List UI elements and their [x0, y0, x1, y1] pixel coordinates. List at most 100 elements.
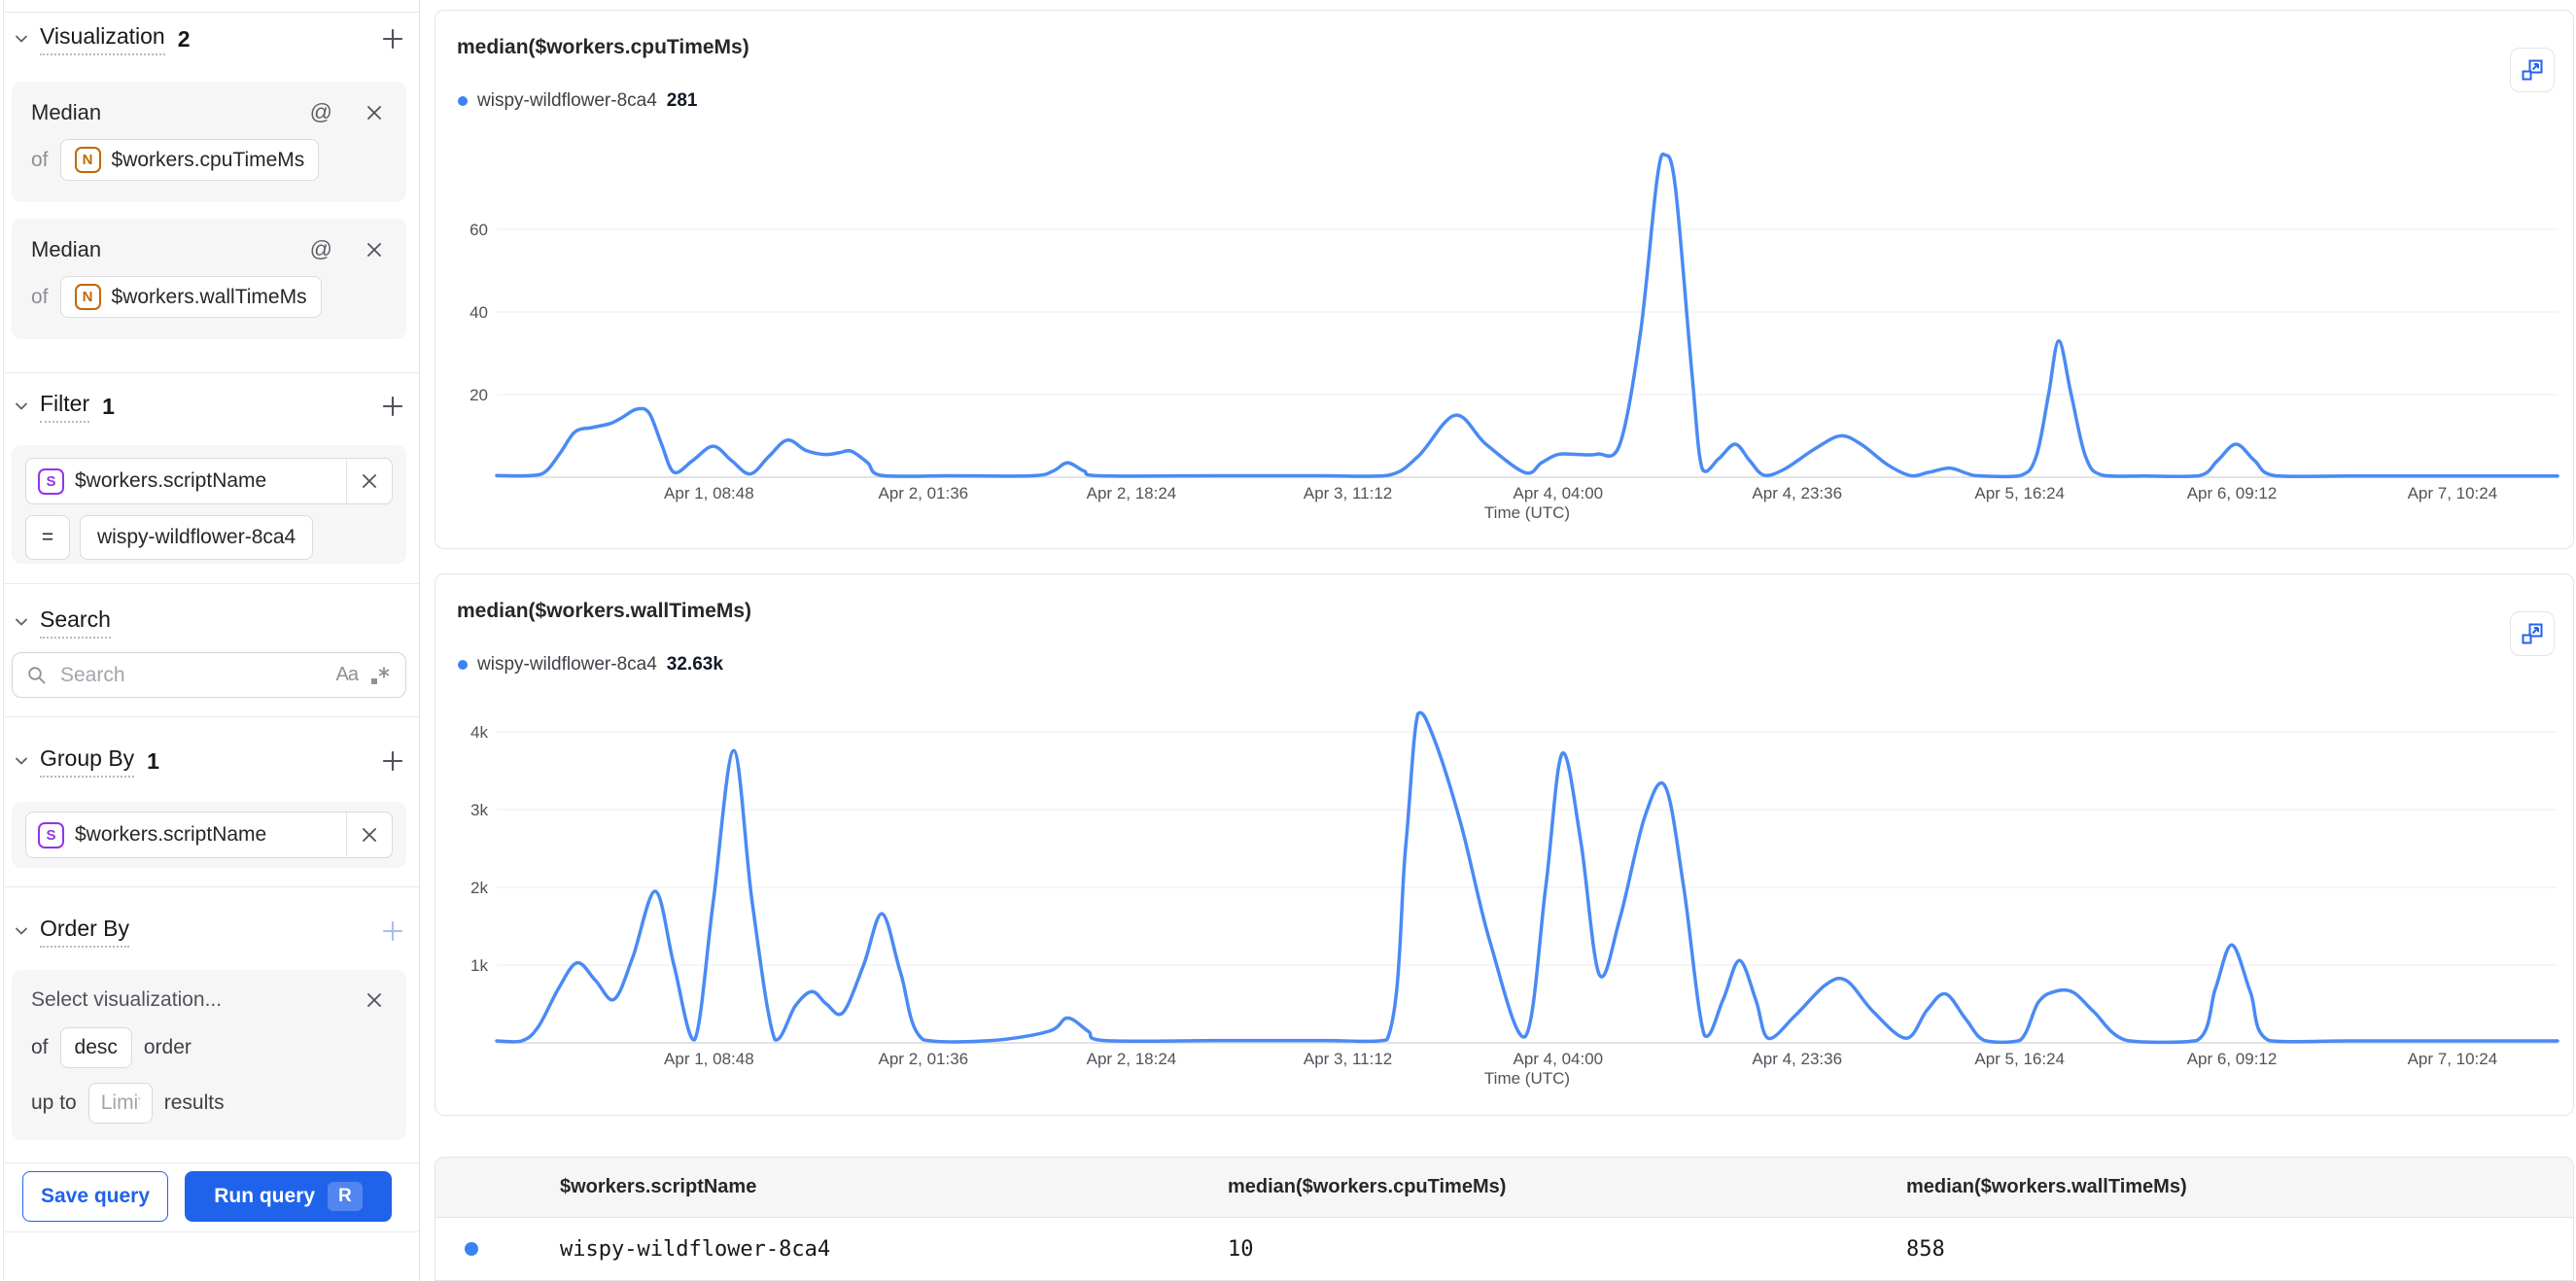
chevron-down-icon[interactable] [12, 751, 31, 771]
wall-time-chart[interactable]: 1k 2k 3k 4k Apr 1, 08:48 Apr 2, 01:36 Apr 2, 1… [435, 574, 2573, 1115]
metric-function-label[interactable]: Median [31, 99, 102, 124]
at-icon[interactable]: @ [309, 236, 332, 261]
filter-field-box: S $workers.scriptName [25, 458, 393, 504]
numeric-type-icon: N [74, 147, 101, 173]
filter-value-select[interactable]: wispy-wildflower-8ca4 [80, 515, 314, 560]
svg-text:Apr 4, 23:36: Apr 4, 23:36 [1752, 1050, 1842, 1068]
svg-text:Apr 2, 18:24: Apr 2, 18:24 [1087, 1050, 1177, 1068]
filter-section-label[interactable]: Filter [40, 391, 90, 423]
filter-field-chip[interactable]: S $workers.scriptName [26, 459, 346, 503]
at-icon[interactable]: @ [309, 99, 332, 124]
cpu-time-chart[interactable]: 20 40 60 Apr 1, 08:48 Apr 2, 01:36 Apr 2, 18:… [435, 11, 2573, 548]
expand-chart-button[interactable] [2510, 611, 2555, 656]
svg-text:Time (UTC): Time (UTC) [1484, 503, 1570, 522]
order-direction-select[interactable]: desc [59, 1027, 132, 1068]
table-header-row: $workers.scriptName median($workers.cpuT… [435, 1158, 2573, 1218]
close-icon [367, 993, 381, 1007]
add-group-by-button[interactable] [378, 746, 407, 776]
order-by-visualization-select[interactable]: Select visualization... [31, 988, 223, 1011]
series-name: wispy-wildflower-8ca4 [477, 90, 657, 111]
query-actions: Save query Run query R [22, 1171, 392, 1222]
filter-section-header: Filter 1 [12, 387, 407, 426]
svg-text:Apr 4, 23:36: Apr 4, 23:36 [1752, 484, 1842, 502]
svg-text:4k: 4k [470, 723, 488, 742]
svg-text:Apr 6, 09:12: Apr 6, 09:12 [2187, 1050, 2278, 1068]
series-color-dot [458, 660, 468, 670]
visualization-section-header: Visualization 2 [12, 19, 407, 58]
query-builder-sidebar: Visualization 2 Median @ of N $worke [0, 0, 420, 1281]
up-to-label: up to [31, 1091, 77, 1114]
group-by-card: S $workers.scriptName [12, 802, 406, 868]
svg-text:Apr 6, 09:12: Apr 6, 09:12 [2187, 484, 2278, 502]
series-value: 281 [666, 90, 698, 111]
of-label: of [31, 1036, 49, 1058]
chevron-down-icon[interactable] [12, 29, 31, 49]
order-by-section-label[interactable]: Order By [40, 916, 130, 948]
column-header-wall-median[interactable]: median($workers.wallTimeMs) [1906, 1176, 2187, 1197]
group-by-count: 1 [147, 747, 159, 774]
group-by-section-label[interactable]: Group By [40, 745, 135, 778]
chevron-down-icon[interactable] [12, 921, 31, 941]
divider [3, 886, 419, 887]
group-by-section-header: Group By 1 [12, 742, 407, 780]
metric-function-label[interactable]: Median [31, 236, 102, 261]
cell-wall-median: 858 [1906, 1236, 1945, 1262]
search-section-header: Search [12, 603, 407, 641]
chart-title: median($workers.cpuTimeMs) [457, 36, 749, 58]
remove-group-by-button[interactable] [346, 813, 392, 857]
chevron-down-icon[interactable] [12, 612, 31, 632]
svg-text:Apr 1, 08:48: Apr 1, 08:48 [664, 484, 754, 502]
legend-item[interactable]: wispy-wildflower-8ca4 32.63k [458, 654, 723, 675]
column-header-script-name[interactable]: $workers.scriptName [560, 1176, 757, 1197]
remove-order-by-button[interactable] [362, 987, 387, 1013]
svg-text:Apr 7, 10:24: Apr 7, 10:24 [2408, 1050, 2498, 1068]
window-edge-line [3, 0, 4, 1281]
svg-text:Apr 1, 08:48: Apr 1, 08:48 [664, 1050, 754, 1068]
regex-toggle-icon[interactable] [368, 664, 392, 687]
filter-operator-select[interactable]: = [25, 515, 70, 560]
divider [3, 1231, 419, 1232]
search-section-label[interactable]: Search [40, 606, 111, 639]
filter-count: 1 [102, 393, 115, 419]
order-suffix-label: order [143, 1036, 191, 1058]
metric-card-cpu: Median @ of N $workers.cpuTimeMs [12, 82, 406, 202]
limit-input[interactable] [87, 1083, 153, 1124]
svg-text:Apr 7, 10:24: Apr 7, 10:24 [2408, 484, 2498, 502]
legend-item[interactable]: wispy-wildflower-8ca4 281 [458, 90, 697, 112]
field-chip-label: $workers.cpuTimeMs [111, 148, 305, 171]
field-chip-wall-time[interactable]: N $workers.wallTimeMs [59, 276, 322, 318]
table-row[interactable]: wispy-wildflower-8ca4 10 858 [435, 1218, 2573, 1280]
svg-text:Apr 3, 11:12: Apr 3, 11:12 [1304, 484, 1392, 502]
run-query-label: Run query [214, 1185, 316, 1207]
plus-icon [382, 750, 403, 772]
svg-text:Apr 5, 16:24: Apr 5, 16:24 [1974, 484, 2065, 502]
column-header-cpu-median[interactable]: median($workers.cpuTimeMs) [1228, 1176, 1507, 1197]
search-icon [28, 666, 46, 683]
remove-metric-button[interactable] [362, 237, 387, 262]
add-order-by-button[interactable] [378, 917, 407, 946]
remove-metric-button[interactable] [362, 100, 387, 125]
save-query-button[interactable]: Save query [22, 1171, 168, 1222]
add-visualization-button[interactable] [378, 24, 407, 53]
add-filter-button[interactable] [378, 392, 407, 421]
metric-card-wall: Median @ of N $workers.wallTimeMs [12, 219, 406, 339]
svg-text:20: 20 [470, 386, 488, 404]
expand-chart-button[interactable] [2510, 48, 2555, 92]
expand-icon [2522, 623, 2543, 644]
group-by-field-chip[interactable]: S $workers.scriptName [26, 813, 346, 857]
remove-filter-button[interactable] [346, 459, 392, 503]
chevron-down-icon[interactable] [12, 397, 31, 416]
divider [3, 583, 419, 584]
search-box: Aa [12, 652, 406, 698]
wall-time-chart-card: median($workers.wallTimeMs) wispy-wildfl… [435, 573, 2574, 1116]
filter-card: S $workers.scriptName = wispy-wildflower… [12, 445, 406, 564]
visualization-count: 2 [177, 25, 191, 52]
cpu-time-chart-card: median($workers.cpuTimeMs) wispy-wildflo… [435, 10, 2574, 549]
run-query-button[interactable]: Run query R [185, 1171, 392, 1222]
match-case-toggle[interactable]: Aa [335, 664, 359, 685]
visualization-section-label[interactable]: Visualization [40, 23, 165, 55]
search-input[interactable] [58, 662, 326, 688]
close-icon [363, 474, 376, 488]
series-name: wispy-wildflower-8ca4 [477, 654, 657, 675]
field-chip-cpu-time[interactable]: N $workers.cpuTimeMs [59, 139, 320, 181]
